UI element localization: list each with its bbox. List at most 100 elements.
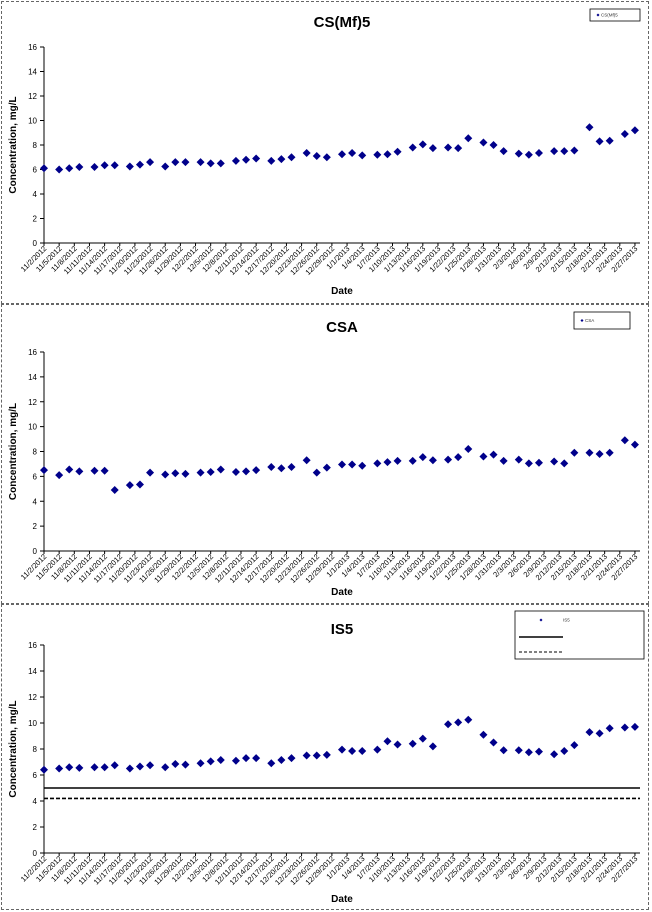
data-point: [560, 459, 569, 468]
data-point: [373, 459, 382, 468]
y-tick-label: 4: [33, 497, 38, 506]
y-tick-label: 16: [28, 348, 37, 357]
data-point: [383, 737, 392, 746]
y-tick-label: 12: [28, 693, 37, 702]
data-point: [110, 486, 119, 495]
legend-marker: [580, 319, 584, 322]
y-tick-label: 14: [28, 68, 37, 77]
y-tick-label: 10: [28, 423, 37, 432]
y-tick-label: 2: [33, 823, 38, 832]
x-axis-label: Date: [331, 894, 353, 905]
data-point: [534, 458, 543, 467]
data-point: [479, 730, 488, 739]
data-point: [499, 456, 508, 465]
data-point: [408, 143, 417, 152]
data-point: [206, 757, 215, 766]
data-point: [550, 457, 559, 466]
data-point: [146, 468, 155, 477]
data-point: [135, 480, 144, 489]
data-point: [302, 456, 311, 465]
data-point: [560, 746, 569, 755]
data-point: [161, 763, 170, 772]
y-tick-label: 2: [33, 522, 38, 531]
legend-box: [589, 8, 641, 22]
y-tick-label: 4: [33, 797, 38, 806]
data-point: [287, 463, 296, 472]
data-point: [231, 156, 240, 165]
data-point: [595, 449, 604, 458]
data-point: [524, 748, 533, 757]
data-point: [570, 448, 579, 457]
y-tick-label: 12: [28, 92, 37, 101]
data-point: [216, 159, 225, 168]
data-point: [514, 746, 523, 755]
data-point: [125, 764, 134, 773]
data-point: [40, 466, 48, 475]
x-axis-label: Date: [331, 587, 353, 598]
data-point: [55, 764, 64, 773]
data-point: [171, 469, 180, 478]
y-tick-label: 10: [28, 117, 37, 126]
data-point: [216, 465, 225, 474]
data-point: [267, 463, 276, 472]
data-point: [267, 759, 276, 768]
data-point: [499, 147, 508, 156]
data-point: [489, 141, 498, 149]
data-point: [524, 459, 533, 468]
data-point: [418, 734, 427, 743]
data-point: [90, 163, 99, 172]
chart-title: IS5: [331, 621, 354, 638]
data-point: [479, 138, 488, 147]
data-point: [348, 746, 357, 755]
data-point: [454, 718, 463, 727]
legend-box: [514, 610, 645, 660]
data-point: [277, 756, 286, 765]
data-point: [444, 143, 453, 152]
data-point: [338, 745, 346, 754]
data-point: [231, 468, 240, 477]
data-point: [196, 759, 205, 768]
data-point: [40, 164, 48, 173]
data-point: [464, 445, 473, 454]
data-point: [444, 720, 453, 729]
data-point: [146, 158, 155, 167]
x-axis-label: Date: [331, 286, 353, 297]
data-point: [322, 750, 331, 759]
data-point: [171, 759, 180, 768]
chart-panel-csmf5: CS(Mf)5 0 2 4 6 8 10 12 14 16 11/2/2012 11/5/2012 11…: [1, 1, 649, 304]
data-point: [383, 458, 392, 467]
data-point: [383, 150, 392, 159]
data-point: [135, 762, 144, 771]
data-point: [393, 456, 402, 465]
data-point: [428, 456, 437, 465]
data-point: [181, 158, 190, 167]
data-point: [110, 161, 119, 170]
data-point: [231, 756, 240, 765]
data-point: [605, 136, 614, 145]
data-point: [65, 763, 74, 772]
data-point: [418, 140, 427, 149]
data-point: [161, 470, 170, 479]
data-point: [110, 761, 119, 770]
data-point: [514, 455, 523, 464]
data-point: [499, 746, 508, 755]
data-point: [570, 146, 579, 155]
data-point: [408, 456, 417, 465]
data-point: [373, 745, 382, 754]
y-tick-label: 14: [28, 667, 37, 676]
data-point: [585, 728, 594, 737]
data-point: [302, 751, 311, 760]
data-point: [252, 466, 261, 475]
data-point: [312, 751, 321, 760]
data-point: [534, 148, 543, 157]
data-point: [338, 150, 346, 159]
y-tick-label: 8: [33, 448, 38, 457]
data-point: [216, 756, 225, 765]
data-point: [322, 153, 331, 162]
data-point: [302, 148, 311, 157]
y-tick-label: 0: [33, 239, 38, 248]
data-point: [479, 452, 488, 461]
data-point: [348, 148, 357, 157]
data-point: [393, 740, 402, 749]
data-point: [570, 741, 579, 750]
